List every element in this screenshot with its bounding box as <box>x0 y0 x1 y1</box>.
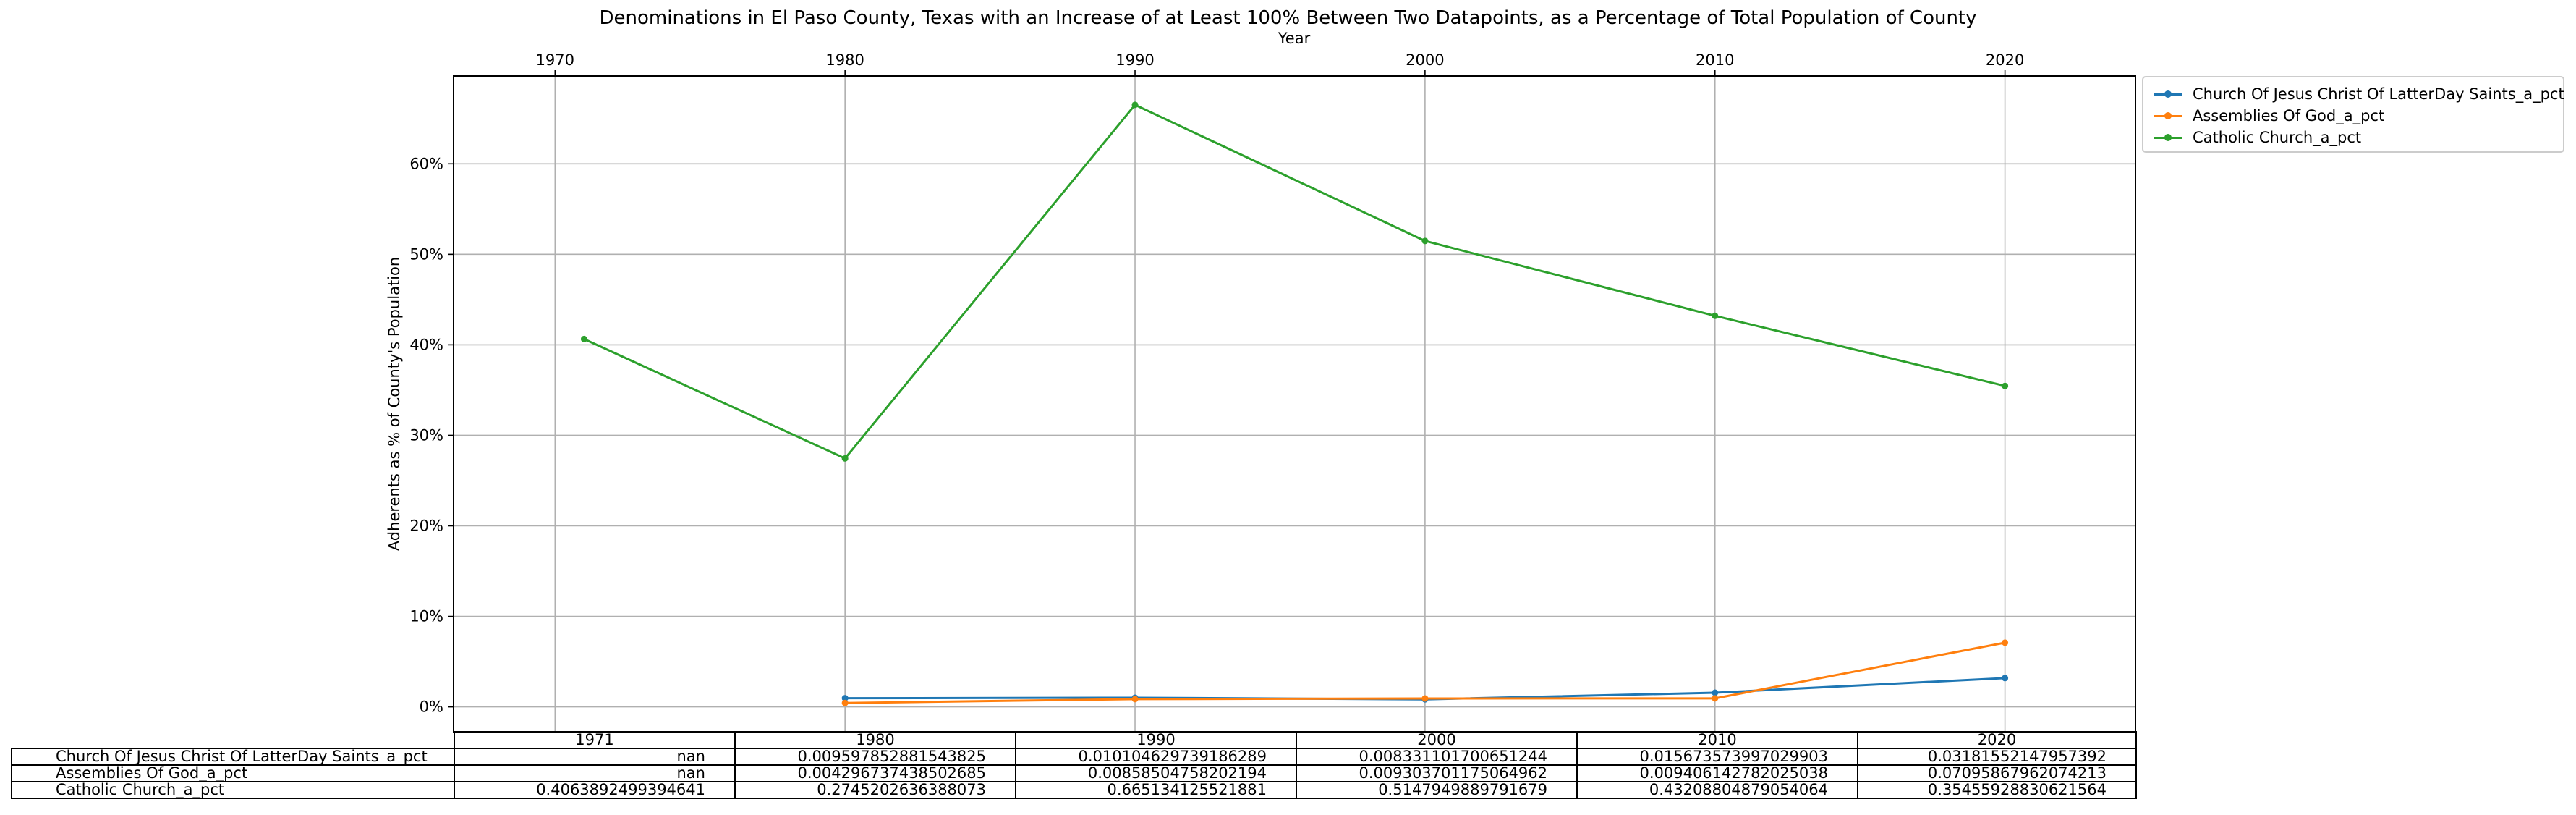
table-cell: 0.07095867962074213 <box>1857 764 2137 782</box>
table-row-label: Assemblies Of God_a_pct <box>11 764 455 782</box>
x-axis-label: Year <box>1278 30 1311 47</box>
table-cell: 0.009597852881543825 <box>734 748 1016 766</box>
legend-marker-icon <box>2154 105 2182 127</box>
series-line-2 <box>583 104 2005 460</box>
table-cell: nan <box>454 748 736 766</box>
table-cell: 0.015673573997029903 <box>1576 748 1858 766</box>
table-cell: 0.2745202636388073 <box>734 781 1016 799</box>
data-point <box>841 695 849 702</box>
table-row: Assemblies Of God_a_pct nan 0.0042967374… <box>11 764 2137 782</box>
legend-item-lds: Church Of Jesus Christ Of LatterDay Sain… <box>2154 83 2564 105</box>
legend-label: Catholic Church_a_pct <box>2193 129 2362 146</box>
data-point <box>1712 312 1719 319</box>
table-cell: 0.43208804879054064 <box>1576 781 1858 799</box>
x-tick-label: 2020 <box>1986 51 2024 69</box>
table-header-cell: 1971 <box>454 731 736 749</box>
table-cell: 0.008331101700651244 <box>1296 748 1578 766</box>
table-corner-cell <box>12 732 455 749</box>
table-row-label: Catholic Church_a_pct <box>11 781 455 799</box>
data-point <box>1421 695 1429 702</box>
data-point <box>1421 237 1429 245</box>
data-point <box>580 335 587 342</box>
table-cell: 0.35455928830621564 <box>1857 781 2137 799</box>
y-tick-label: 50% <box>409 245 443 263</box>
table-cell: 0.5147949889791679 <box>1296 781 1578 799</box>
table-header-cell: 1990 <box>1015 731 1297 749</box>
x-tick-label: 1990 <box>1115 51 1154 69</box>
table-header-cell: 1980 <box>734 731 1016 749</box>
table-cell: 0.665134125521881 <box>1015 781 1297 799</box>
chart-title: Denominations in El Paso County, Texas w… <box>599 7 1977 29</box>
table-row: Church Of Jesus Christ Of LatterDay Sain… <box>11 748 2137 766</box>
legend-item-catholic: Catholic Church_a_pct <box>2154 127 2361 148</box>
y-tick-label: 0% <box>420 698 443 716</box>
data-point <box>1131 101 1139 109</box>
data-point <box>1712 689 1719 696</box>
table-cell: 0.03181552147957392 <box>1857 748 2137 766</box>
table-cell: 0.009303701175064962 <box>1296 764 1578 782</box>
x-tick-label: 1980 <box>825 51 864 69</box>
x-tick-label: 1970 <box>536 51 574 69</box>
table-cell: 0.010104629739186289 <box>1015 748 1297 766</box>
y-tick-label: 20% <box>409 518 443 535</box>
data-point <box>2002 675 2009 682</box>
x-tick-label: 2000 <box>1406 51 1444 69</box>
table-cell: 0.00858504758202194 <box>1015 764 1297 782</box>
legend-label: Church Of Jesus Christ Of LatterDay Sain… <box>2193 85 2564 103</box>
table-header-cell: 2020 <box>1857 731 2137 749</box>
y-tick-label: 60% <box>409 155 443 172</box>
table-header-cell: 2000 <box>1296 731 1578 749</box>
table-row-label: Church Of Jesus Christ Of LatterDay Sain… <box>11 748 455 766</box>
y-tick-label: 40% <box>409 336 443 353</box>
data-point <box>841 699 849 706</box>
data-point <box>1131 696 1139 703</box>
legend-marker-icon <box>2154 83 2182 105</box>
x-tick-label: 2010 <box>1696 51 1734 69</box>
plot-frame <box>453 75 2136 733</box>
legend-label: Assemblies Of God_a_pct <box>2193 107 2385 124</box>
data-point <box>841 455 849 462</box>
legend-item-assemblies: Assemblies Of God_a_pct <box>2154 105 2384 127</box>
table-header-row: 1971 1980 1990 2000 2010 2020 <box>12 731 2137 749</box>
data-point <box>2002 639 2009 646</box>
legend-marker-icon <box>2154 127 2182 148</box>
legend: Church Of Jesus Christ Of LatterDay Sain… <box>2142 76 2564 153</box>
table-cell: nan <box>454 764 736 782</box>
y-tick-label: 10% <box>409 608 443 625</box>
table-header-cell: 2010 <box>1576 731 1858 749</box>
table-cell: 0.009406142782025038 <box>1576 764 1858 782</box>
table-cell: 0.4063892499394641 <box>454 781 736 799</box>
data-point <box>1712 695 1719 702</box>
y-axis-label: Adherents as % of County's Population <box>386 257 403 551</box>
table-row: Catholic Church_a_pct 0.4063892499394641… <box>11 781 2137 799</box>
y-tick-label: 30% <box>409 426 443 444</box>
data-table: 1971 1980 1990 2000 2010 2020 Church Of … <box>11 731 2137 799</box>
data-point <box>2002 382 2009 389</box>
table-cell: 0.004296737438502685 <box>734 764 1016 782</box>
